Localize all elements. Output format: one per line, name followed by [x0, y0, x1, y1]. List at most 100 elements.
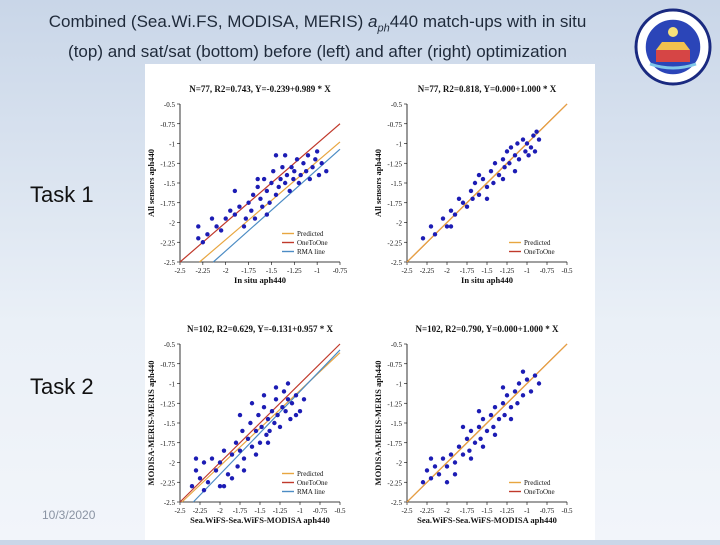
one-to-one-line: [179, 123, 341, 263]
legend-label: Predicted: [524, 239, 551, 247]
legend-label: OneToOne: [297, 479, 328, 487]
x-tick-label: -1.75: [460, 507, 475, 515]
data-point: [269, 408, 275, 414]
data-point: [246, 200, 251, 205]
x-tick-label: -0.5: [561, 507, 573, 515]
data-point: [193, 456, 199, 461]
data-point: [324, 168, 329, 174]
data-point: [536, 381, 542, 386]
task-1-label: Task 1: [30, 182, 94, 207]
data-point: [291, 176, 296, 182]
data-point: [278, 176, 283, 182]
title-variable: aph: [368, 12, 390, 34]
data-point: [432, 464, 438, 469]
data-point: [484, 184, 490, 190]
y-tick-label: -1.75: [160, 200, 175, 208]
y-tick-label: -1.25: [387, 160, 402, 168]
data-point: [281, 389, 287, 394]
title-prefix: Combined (Sea.Wi.FS, MODISA, MERIS): [48, 12, 369, 31]
data-point: [502, 165, 507, 170]
data-point: [468, 428, 474, 434]
x-tick-label: -0.5: [334, 507, 346, 515]
data-point: [448, 224, 454, 229]
x-tick-label: -2.5: [401, 267, 413, 275]
data-point: [261, 176, 267, 182]
data-point: [512, 153, 518, 158]
data-point: [255, 184, 260, 190]
data-point: [237, 204, 242, 209]
data-point: [526, 153, 531, 158]
x-tick-label: -2.5: [174, 507, 186, 515]
data-point: [478, 436, 483, 441]
x-tick-label: -2.25: [196, 267, 211, 275]
data-point: [240, 428, 245, 434]
data-point: [502, 412, 507, 418]
data-point: [492, 161, 498, 166]
x-tick-label: -2: [444, 267, 450, 275]
data-point: [232, 212, 238, 217]
data-point: [221, 484, 227, 489]
data-point: [500, 401, 506, 406]
data-point: [436, 472, 442, 477]
data-point: [456, 444, 462, 449]
data-point: [310, 165, 315, 170]
data-point: [209, 456, 215, 461]
data-point: [249, 444, 255, 449]
data-point: [512, 389, 518, 394]
legend-label: RMA line: [297, 488, 325, 496]
data-point: [261, 405, 267, 410]
legend-label: Predicted: [524, 479, 551, 487]
data-point: [470, 196, 475, 201]
x-tick-label: -2: [223, 267, 229, 275]
data-point: [452, 460, 458, 465]
y-tick-label: -2.25: [160, 479, 175, 487]
data-point: [520, 369, 526, 374]
data-point: [532, 149, 538, 154]
data-point: [294, 157, 300, 162]
y-tick-label: -1.25: [160, 160, 175, 168]
data-point: [480, 416, 486, 422]
predicted-line: [406, 343, 568, 503]
task-2-label: Task 2: [30, 374, 94, 399]
data-point: [512, 168, 518, 174]
chart-title: N=102, R2=0.790, Y=0.000+1.000 * X: [416, 324, 559, 334]
data-point: [468, 188, 474, 194]
data-point: [225, 472, 231, 477]
y-tick-label: -2.25: [160, 239, 175, 247]
data-point: [496, 416, 502, 422]
data-point: [476, 172, 482, 178]
data-point: [520, 137, 526, 142]
data-point: [233, 440, 239, 445]
data-point: [229, 476, 235, 481]
data-point: [301, 161, 306, 166]
data-point: [491, 180, 496, 186]
data-point: [217, 460, 223, 465]
y-tick-label: -2: [169, 220, 175, 228]
x-tick-label: -1: [524, 507, 530, 515]
y-tick-label: -2.5: [164, 499, 176, 507]
data-point: [492, 405, 498, 410]
data-point: [500, 176, 506, 182]
data-point: [444, 480, 450, 485]
data-point: [480, 444, 486, 449]
data-point: [298, 172, 303, 178]
legend-label: OneToOne: [297, 239, 328, 247]
data-point: [491, 424, 496, 430]
data-point: [534, 129, 539, 134]
data-point: [200, 240, 206, 245]
y-tick-label: -1: [169, 141, 175, 149]
y-tick-label: -2.5: [164, 259, 176, 267]
data-point: [523, 149, 528, 154]
data-point: [301, 397, 307, 402]
data-point: [448, 208, 454, 213]
data-point: [221, 448, 227, 453]
data-point: [488, 412, 494, 418]
data-point: [520, 393, 526, 398]
data-point: [273, 192, 279, 198]
data-point: [272, 420, 277, 426]
legend-label: Predicted: [297, 230, 324, 238]
data-point: [292, 168, 297, 174]
data-point: [235, 464, 240, 469]
data-point: [305, 153, 311, 158]
x-tick-label: -1.5: [266, 267, 278, 275]
